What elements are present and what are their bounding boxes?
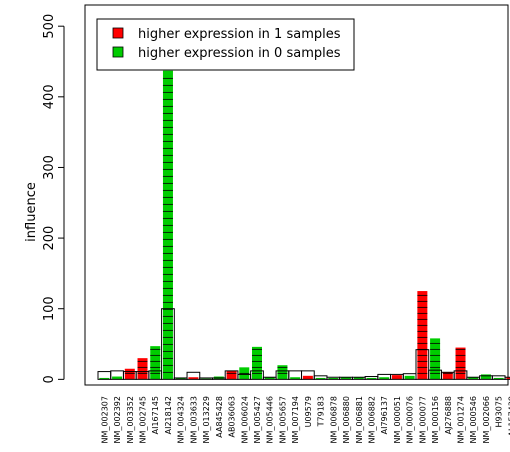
legend-box: [96, 18, 355, 71]
x-tick-label: AL157438: [507, 396, 510, 436]
legend: higher expression in 1 samples higher exp…: [96, 18, 355, 71]
x-tick-label: H93075: [495, 396, 504, 427]
bar-nm_004324: [175, 377, 186, 380]
bar-nm_002392: [112, 376, 123, 380]
x-axis: NM_002307 NM_002392 NM_003352 NM_002745 AI16…: [100, 396, 510, 443]
y-tick-label: 400: [42, 84, 57, 109]
x-tick-label: AI796137: [380, 396, 389, 434]
bar-t79183: [315, 377, 326, 380]
legend-swatch: [112, 27, 124, 39]
y-axis-label: influence: [24, 182, 39, 242]
bar-nm_006880: [341, 377, 352, 380]
y-tick-label: 200: [42, 226, 57, 251]
baseline-box: [161, 308, 175, 380]
bar-nm_005657: [277, 365, 288, 380]
x-tick-label: NM_003633: [189, 396, 198, 443]
x-tick-label: NM_000051: [393, 396, 402, 443]
x-tick-label: U09579: [304, 396, 313, 427]
y-tick-label: 0: [42, 375, 57, 383]
x-tick-label: NM_002745: [139, 396, 148, 443]
baseline-box: [453, 370, 468, 380]
x-tick-label: NM_002307: [100, 396, 109, 443]
x-tick-label: NM_005446: [266, 396, 275, 443]
x-tick-label: AI167145: [151, 396, 160, 434]
x-tick-label: NM_000156: [431, 396, 440, 443]
y-tick-label: 100: [42, 296, 57, 321]
bar-nm_002745: [137, 358, 148, 380]
bar-nm_005446: [264, 377, 275, 380]
x-tick-label: AA845428: [215, 396, 224, 438]
x-tick-label: NM_003352: [126, 396, 135, 443]
bar-nm_006878: [328, 377, 339, 380]
x-tick-label: NM_006882: [367, 396, 376, 443]
bar-nm_000077: [417, 291, 428, 380]
y-axis: 0 100 200 300 400 500: [42, 14, 65, 383]
bar-nm_003633: [188, 377, 199, 380]
baseline-layer: [97, 308, 510, 380]
x-tick-label: NM_000076: [406, 396, 415, 443]
x-tick-label: NM_006881: [355, 396, 364, 443]
x-tick-label: NM_013229: [202, 396, 211, 443]
x-tick-label: T79183: [317, 396, 326, 427]
baseline-box: [250, 370, 264, 380]
bar-al157438: [506, 377, 510, 380]
bar-layer: [99, 70, 510, 380]
x-tick-label: NM_002392: [113, 396, 122, 443]
plot-area: [84, 4, 509, 386]
x-tick-label: AJ276888: [444, 396, 453, 434]
legend-label: higher expression in 0 samples: [138, 46, 341, 61]
bar-nm_001274: [455, 347, 466, 380]
bar-aj276888: [442, 372, 453, 380]
baseline-box: [186, 371, 201, 380]
baseline-box: [301, 370, 315, 380]
x-tick-label: NM_000077: [418, 396, 427, 443]
x-tick-label: NM_006880: [342, 396, 351, 443]
bar-nm_000546: [468, 377, 479, 380]
baseline-box: [415, 349, 430, 380]
x-tick-label: NM_006024: [240, 396, 249, 443]
bar-u09579: [302, 375, 313, 380]
bar-nm_002307: [99, 377, 110, 380]
bar-nm_002066: [480, 374, 491, 380]
bar-nm_000076: [404, 375, 415, 380]
x-tick-label: NM_007194: [291, 396, 300, 443]
x-tick-label: AI218142: [164, 396, 173, 434]
x-tick-label: NM_002066: [482, 396, 491, 443]
bar-ai167145: [150, 346, 161, 380]
bar-h93075: [493, 377, 504, 380]
bar-ab036063: [226, 370, 237, 380]
x-tick-label: NM_000546: [469, 396, 478, 443]
bar-nm_003352: [124, 368, 135, 380]
bar-nm_000051: [391, 375, 402, 380]
bar-nm_005427: [252, 346, 262, 380]
bar-nm_000156: [430, 338, 441, 380]
y-tick-label: 500: [42, 14, 57, 39]
bar-nm_006881: [353, 377, 364, 380]
x-tick-label: NM_005427: [253, 396, 262, 443]
bar-nm_006882: [366, 377, 377, 380]
legend-label: higher expression in 1 samples: [138, 27, 341, 42]
legend-swatch: [112, 46, 124, 58]
x-tick-label: NM_005657: [278, 396, 287, 443]
x-tick-label: NM_006878: [329, 396, 338, 443]
baseline-box: [504, 376, 510, 380]
x-tick-label: NM_004324: [177, 396, 186, 443]
x-tick-label: NM_001274: [457, 396, 466, 443]
x-tick-label: AB036063: [228, 396, 237, 438]
bar-ai796137: [379, 377, 390, 380]
plot-frame: [84, 4, 509, 386]
y-tick-label: 300: [42, 155, 57, 180]
bar-nm_007194: [290, 377, 301, 380]
